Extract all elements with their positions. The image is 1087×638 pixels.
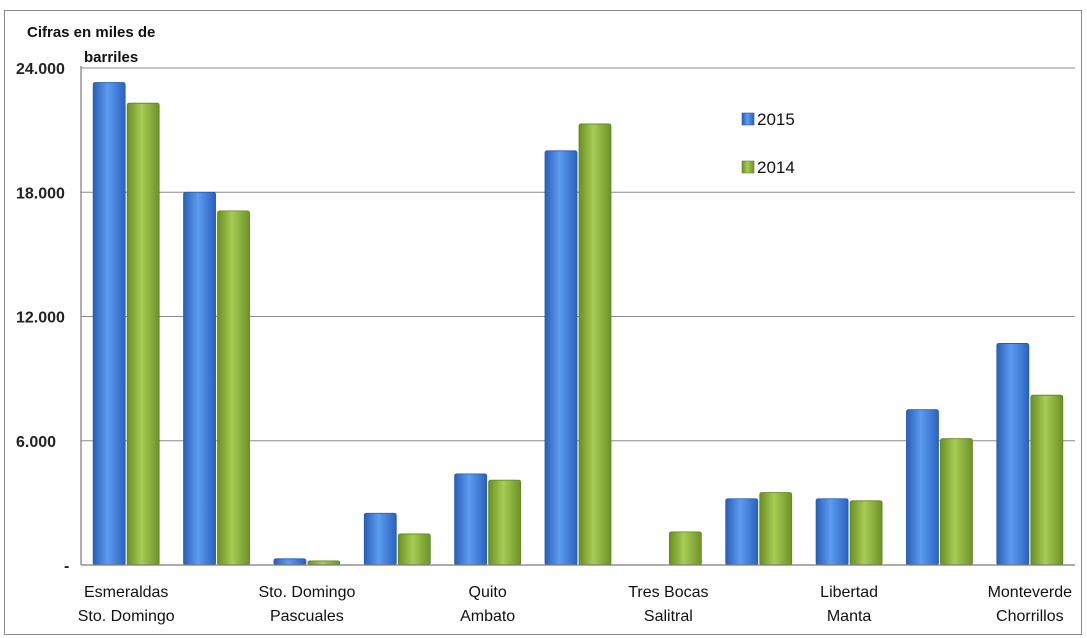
bar-2014	[1030, 394, 1064, 566]
x-tick-label: Tres Bocas	[628, 584, 708, 601]
y-tick-label: 24.000	[16, 61, 65, 78]
bar-2015	[363, 512, 397, 566]
bars	[92, 82, 1064, 566]
x-tick-label: Chorrillos	[996, 608, 1064, 625]
y-tick-label: 6.000	[16, 434, 56, 451]
x-tick-label: Ambato	[460, 608, 515, 625]
bar-2015	[454, 473, 488, 566]
bar-2014	[307, 560, 341, 566]
bar-2014	[217, 210, 250, 566]
bar-2014	[397, 533, 431, 566]
legend-label-2014: 2014	[757, 158, 795, 177]
bar-2015	[815, 498, 849, 566]
bar-2015	[544, 150, 578, 566]
legend: 2015 2014	[741, 110, 795, 177]
x-tick-label: Manta	[827, 608, 872, 625]
bar-2015	[996, 343, 1030, 566]
bar-2014	[849, 500, 883, 566]
y-axis-title: barriles	[84, 49, 138, 66]
x-tick-label: Monteverde	[988, 584, 1073, 601]
x-tick-label: Sto. Domingo	[258, 584, 355, 601]
x-tick-label: Pascuales	[270, 608, 344, 625]
legend-label-2015: 2015	[757, 110, 795, 129]
y-tick-label: -	[64, 558, 69, 575]
bar-2015	[725, 498, 759, 566]
y-tick-label: 12.000	[16, 310, 65, 327]
bar-2014	[668, 531, 702, 566]
x-tick-label: Quito	[469, 584, 507, 601]
bar-2014	[488, 479, 522, 566]
x-tick-label: Salitral	[644, 608, 693, 625]
y-axis-title: Cifras en miles de	[27, 24, 155, 41]
bar-2014	[126, 102, 160, 566]
labels: - 6.000 12.000 18.000 24.000 Cifras en miles …	[16, 24, 1072, 625]
bar-2014	[578, 123, 612, 566]
axes	[80, 66, 1075, 566]
chart-frame	[4, 10, 1082, 635]
bar-2015	[92, 82, 126, 566]
y-tick-label: 18.000	[16, 185, 65, 202]
x-tick-label: Esmeraldas	[84, 584, 168, 601]
x-tick-label: Libertad	[820, 584, 878, 601]
bar-2014	[940, 438, 973, 566]
bar-2015	[906, 409, 939, 566]
legend-swatch-2015	[741, 112, 755, 126]
bar-2015	[273, 558, 307, 566]
x-tick-label: Sto. Domingo	[78, 608, 175, 625]
bar-2014	[759, 492, 793, 566]
legend-swatch-2014	[741, 160, 755, 174]
bar-2015	[183, 191, 216, 566]
